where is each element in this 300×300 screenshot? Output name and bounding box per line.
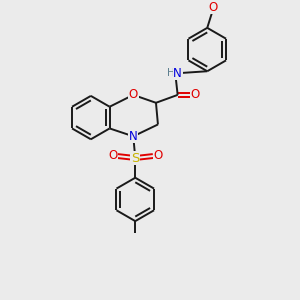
Text: N: N [129,130,138,143]
Text: N: N [173,67,182,80]
Text: H: H [167,68,175,78]
Text: O: O [208,1,218,13]
Text: O: O [191,88,200,101]
Text: O: O [129,88,138,101]
Text: O: O [108,148,117,162]
Text: O: O [153,148,163,162]
Text: S: S [131,152,140,164]
